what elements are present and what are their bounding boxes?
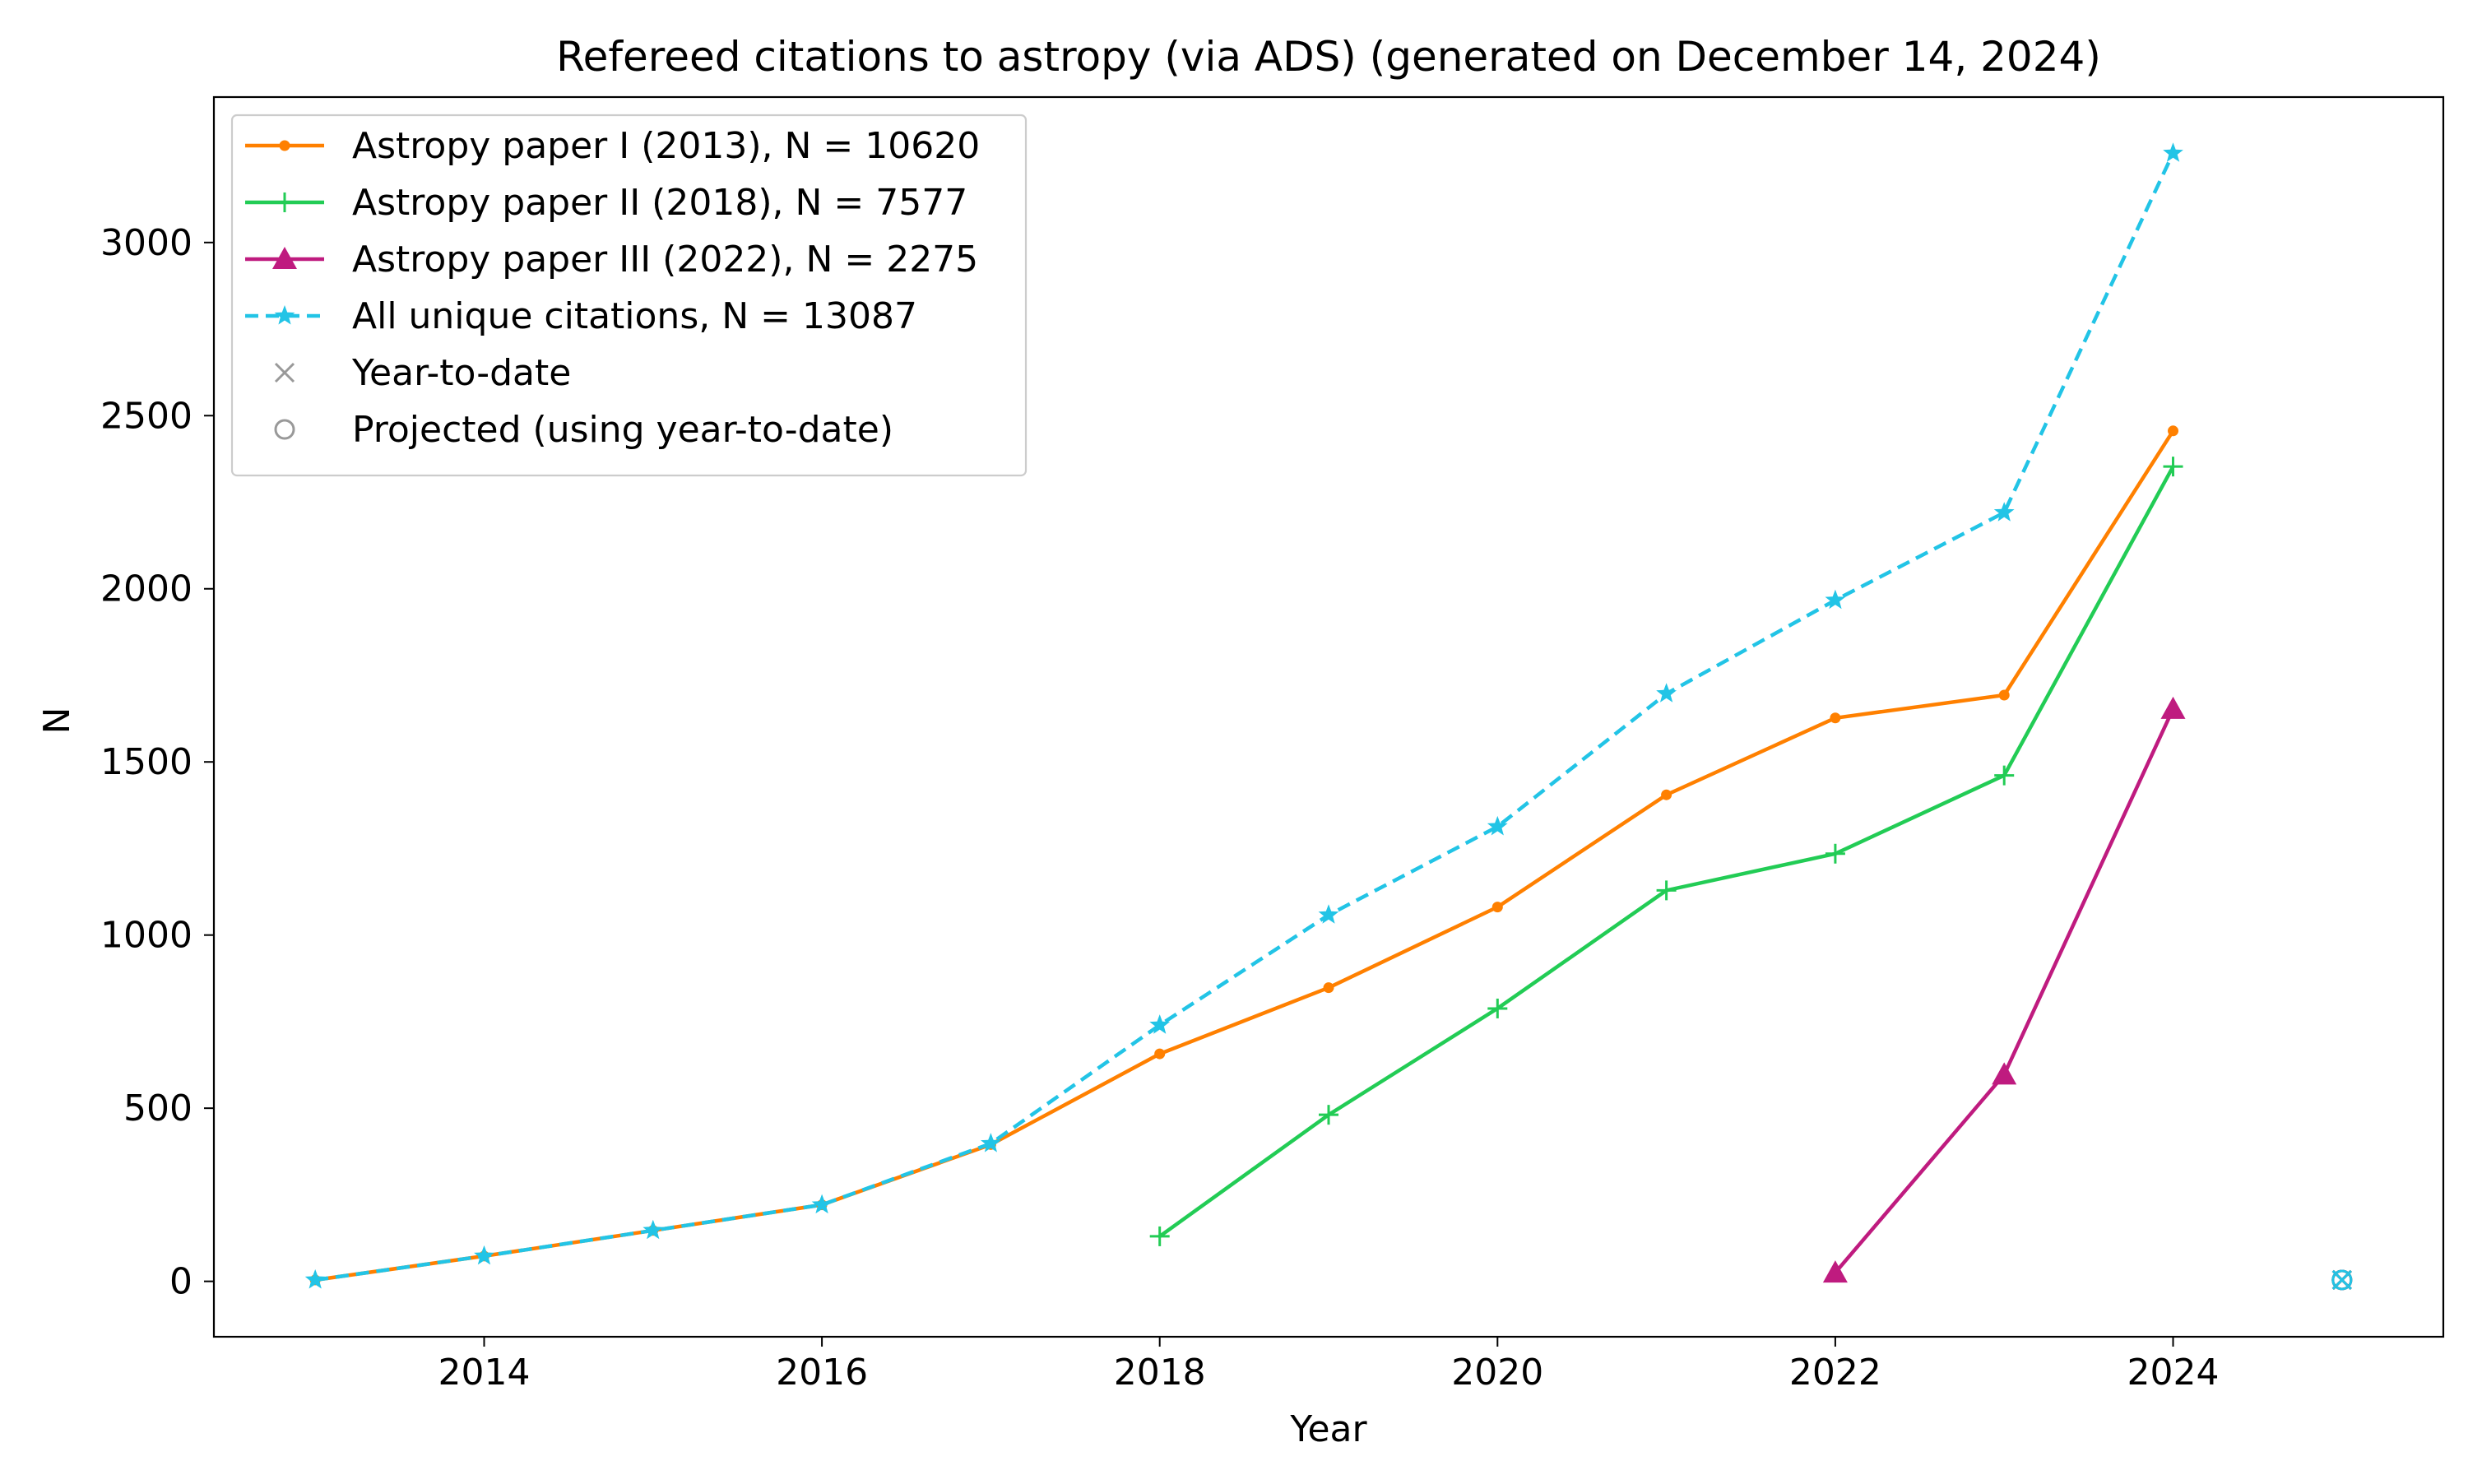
data-point <box>1149 1014 1171 1034</box>
projected-marker <box>2331 1269 2353 1291</box>
data-point <box>1661 789 1672 800</box>
data-point <box>1825 843 1845 864</box>
y-tick-label: 2500 <box>100 395 193 437</box>
data-point <box>643 1219 664 1240</box>
legend-label: Year-to-date <box>351 352 571 394</box>
y-tick-label: 1500 <box>100 741 193 783</box>
legend-label: Astropy paper II (2018), N = 7577 <box>352 182 967 224</box>
data-point <box>1319 1105 1338 1125</box>
y-tick-label: 500 <box>123 1087 193 1129</box>
legend-marker <box>275 192 295 212</box>
data-point <box>811 1194 833 1214</box>
series-line <box>1157 464 2175 1239</box>
data-point <box>1825 589 1846 610</box>
y-tick-label: 2000 <box>100 568 193 610</box>
data-point <box>1154 1048 1166 1060</box>
data-point <box>1656 880 1677 901</box>
plot-area: 2014 2016 2018 2020 2022 2024 0 500 1000 1500 2000… <box>100 95 2445 1394</box>
legend-marker <box>274 305 295 325</box>
x-tick-label: 2024 <box>2127 1352 2220 1394</box>
plot-frame <box>212 95 2445 1338</box>
x-tick-label: 2018 <box>1114 1352 1206 1394</box>
legend-label: All unique citations, N = 13087 <box>352 295 917 337</box>
legend-entry: Astropy paper II (2018), N = 7577 <box>245 182 967 224</box>
legend-marker <box>272 247 297 269</box>
legend-label: Projected (using year-to-date) <box>352 409 893 451</box>
data-point <box>2163 142 2183 162</box>
year-2025-markers <box>2331 1269 2353 1291</box>
legend-entry: Astropy paper I (2013), N = 10620 <box>245 125 980 167</box>
data-point <box>1822 1260 1848 1283</box>
data-point <box>1656 683 1677 703</box>
legend-marker <box>279 140 290 151</box>
data-point <box>1323 982 1334 994</box>
series-line <box>313 429 2175 1282</box>
series-4 <box>304 142 2183 1289</box>
y-axis-label: N <box>36 707 78 735</box>
data-point <box>1993 502 2015 522</box>
data-point <box>1487 815 1508 836</box>
legend-entry: Year-to-date <box>274 352 571 394</box>
legend-entry: Astropy paper III (2022), N = 2275 <box>245 239 978 281</box>
legend-marker <box>274 362 295 383</box>
x-tick-label: 2020 <box>1451 1352 1543 1394</box>
data-point <box>1998 689 2010 701</box>
data-point <box>474 1245 494 1265</box>
series-2 <box>1149 457 2183 1246</box>
series-3 <box>1822 696 2186 1283</box>
data-point <box>1318 904 1339 924</box>
data-point <box>1487 998 1508 1018</box>
data-point <box>1830 712 1841 724</box>
legend-label: Astropy paper I (2013), N = 10620 <box>352 125 980 167</box>
data-point <box>2163 457 2183 477</box>
y-tick-label: 3000 <box>100 222 193 264</box>
data-point <box>1149 1226 1170 1246</box>
legend-box <box>230 114 1028 477</box>
legend-marker <box>274 419 295 440</box>
data-point <box>1992 1062 2017 1085</box>
legend: Astropy paper I (2013), N = 10620 Astropy… <box>230 114 1028 477</box>
data-point <box>1994 765 2015 786</box>
data-point <box>2168 425 2179 437</box>
x-tick-label: 2014 <box>438 1352 530 1394</box>
series-line <box>314 152 2175 1282</box>
chart-title: Refereed citations to astropy (via ADS) … <box>556 33 2101 81</box>
x-tick-label: 2016 <box>776 1352 868 1394</box>
series-line <box>1833 707 2175 1275</box>
legend-entry: Projected (using year-to-date) <box>274 409 893 451</box>
legend-label: Astropy paper III (2022), N = 2275 <box>352 239 978 281</box>
data-point <box>304 1269 326 1289</box>
legend-entry: All unique citations, N = 13087 <box>245 295 917 337</box>
series-1 <box>309 425 2179 1286</box>
data-point <box>1491 902 1503 913</box>
x-axis-label: Year <box>1289 1408 1367 1450</box>
y-tick-label: 0 <box>169 1261 193 1303</box>
y-tick-label: 1000 <box>100 915 193 957</box>
data-point <box>2160 696 2186 719</box>
year-to-date-marker <box>2331 1269 2352 1291</box>
x-tick-label: 2022 <box>1789 1352 1881 1394</box>
data-point <box>981 1133 1001 1152</box>
